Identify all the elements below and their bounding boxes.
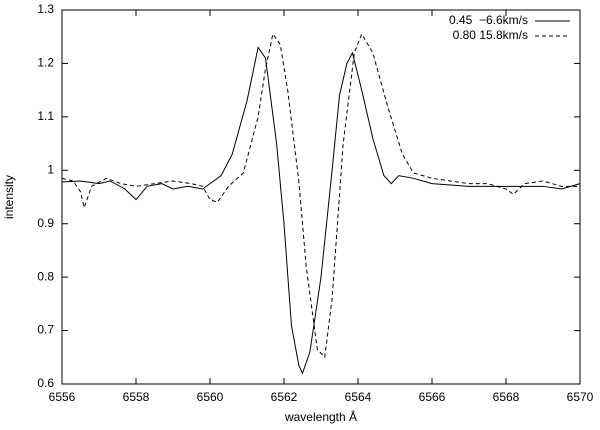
series-line [61, 46, 581, 375]
x-tick-label: 6560 [197, 390, 224, 404]
y-tick-label: 0.6 [37, 376, 54, 390]
y-tick-label: 0.8 [37, 269, 54, 283]
x-tick-label: 6570 [567, 390, 594, 404]
legend-label: 0.45 −6.6km/s [449, 13, 528, 27]
y-tick-label: 0.9 [37, 216, 54, 230]
y-tick-label: 1.3 [37, 2, 54, 16]
x-tick-label: 6558 [123, 390, 150, 404]
x-tick-label: 6568 [493, 390, 520, 404]
y-tick-label: 0.7 [37, 323, 54, 337]
y-tick-label: 1.2 [37, 56, 54, 70]
plot-frame [61, 9, 581, 385]
legend-label: 0.80 15.8km/s [453, 28, 528, 42]
x-tick-label: 6562 [271, 390, 298, 404]
y-tick-label: 1.1 [37, 109, 54, 123]
x-axis-label: wavelength Å [284, 409, 357, 424]
series-line [61, 32, 580, 359]
y-axis-label: intensity [2, 175, 16, 219]
x-tick-label: 6556 [49, 390, 76, 404]
y-tick-label: 1 [47, 162, 54, 176]
x-tick-label: 6566 [419, 390, 446, 404]
x-tick-label: 6564 [345, 390, 372, 404]
